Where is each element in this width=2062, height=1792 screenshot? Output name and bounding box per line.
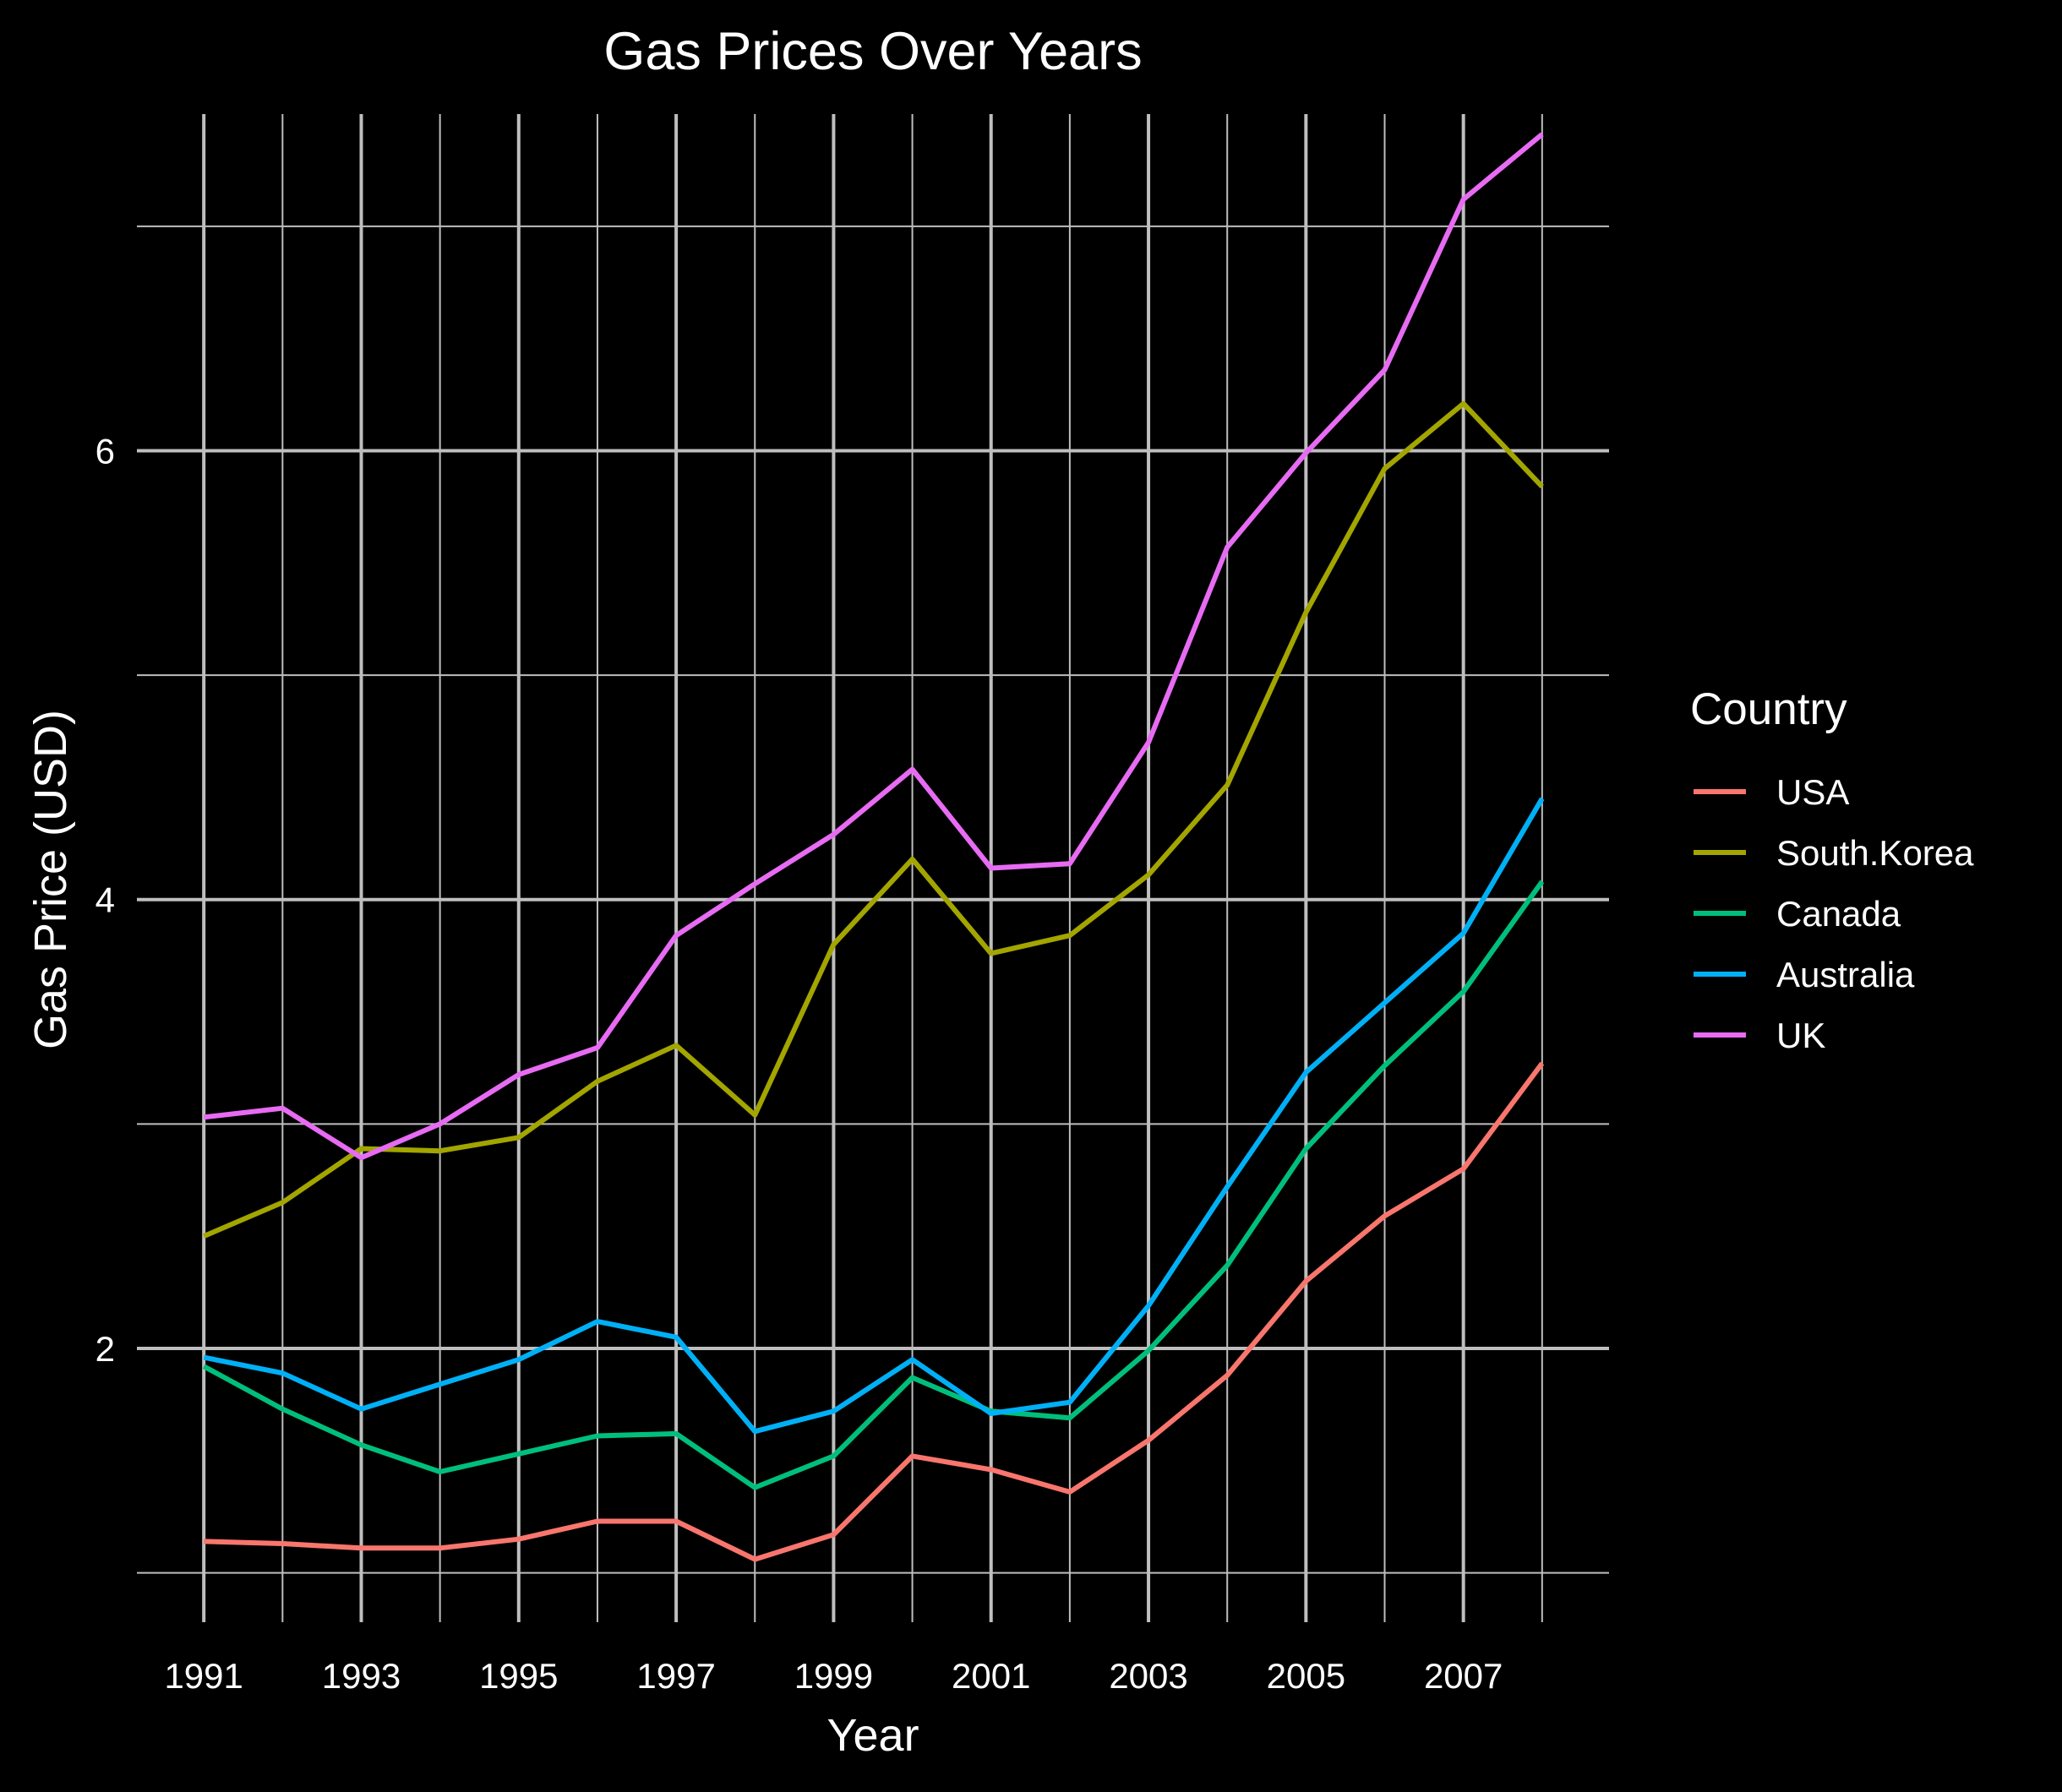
x-tick-label: 2003	[1109, 1656, 1187, 1696]
legend: Country USA South.Korea Canada Australia UK	[1690, 684, 1974, 1055]
y-tick-label: 6	[95, 431, 115, 471]
x-tick-label: 1993	[322, 1656, 401, 1696]
axes: 1991 1993 1995 1997 1999 2001 2003 2005 2007 2 4 6	[95, 431, 1503, 1696]
series-line-canada	[202, 880, 1545, 1490]
legend-label: USA	[1776, 772, 1849, 812]
legend-label: Canada	[1776, 894, 1901, 934]
x-tick-label: 1997	[636, 1656, 715, 1696]
x-tick-label: 1995	[479, 1656, 558, 1696]
legend-items: USA South.Korea Canada Australia UK	[1694, 772, 1974, 1055]
series-line-south-korea	[203, 400, 1544, 1239]
series-line-uk	[203, 132, 1544, 1161]
x-tick-label: 2001	[952, 1656, 1030, 1696]
y-tick-label: 4	[95, 880, 115, 920]
x-tick-label: 1999	[794, 1656, 873, 1696]
legend-label: South.Korea	[1776, 833, 1974, 873]
x-tick-label: 2005	[1267, 1656, 1345, 1696]
x-axis-title: Year	[826, 1710, 919, 1761]
y-tick-label: 2	[95, 1329, 115, 1369]
series-line-australia	[203, 797, 1545, 1435]
legend-item: South.Korea	[1694, 833, 1974, 873]
legend-label: Australia	[1776, 955, 1915, 994]
series-lines	[202, 132, 1545, 1562]
x-tick-label: 1991	[164, 1656, 243, 1696]
y-axis-title: Gas Price (USD)	[25, 710, 76, 1049]
series-line-usa	[204, 1061, 1545, 1562]
legend-item: USA	[1694, 772, 1849, 812]
legend-item: Australia	[1694, 955, 1915, 994]
legend-item: Canada	[1694, 894, 1901, 934]
chart-title: Gas Prices Over Years	[603, 22, 1142, 81]
legend-label: UK	[1776, 1016, 1825, 1055]
legend-item: UK	[1694, 1016, 1825, 1055]
legend-title: Country	[1690, 684, 1847, 734]
x-tick-label: 2007	[1424, 1656, 1503, 1696]
